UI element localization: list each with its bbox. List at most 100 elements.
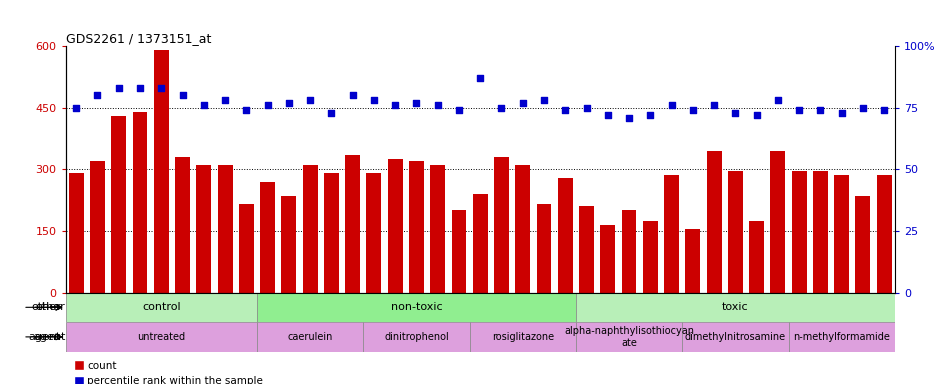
Point [812,107,827,113]
Point [132,85,147,91]
Point [557,107,572,113]
Bar [576,322,681,352]
Bar [621,210,636,293]
Bar [876,175,891,293]
Bar [576,293,894,322]
Point [388,102,402,108]
Point [600,112,615,118]
Text: other: other [31,302,61,312]
Point [154,85,168,91]
Bar [833,175,848,293]
Point [769,97,784,103]
Bar [217,165,232,293]
Point [430,102,445,108]
Bar [727,171,742,293]
Point [515,100,530,106]
Point [197,102,212,108]
Point [684,107,699,113]
Point [260,102,275,108]
Text: rosiglitazone: rosiglitazone [491,332,553,342]
Bar [68,174,83,293]
Bar [302,165,317,293]
Point [876,107,891,113]
Point [621,114,636,121]
Bar [578,206,593,293]
Bar [154,50,168,293]
Bar [600,225,615,293]
Legend: count, percentile rank within the sample: count, percentile rank within the sample [71,357,267,384]
Point [833,109,848,116]
Bar [256,293,576,322]
Bar [642,221,657,293]
Text: GDS2261 / 1373151_at: GDS2261 / 1373151_at [66,32,211,45]
Bar [344,155,359,293]
Bar [855,196,870,293]
Point [493,104,508,111]
Bar [769,151,784,293]
Bar [706,151,721,293]
Bar [388,159,402,293]
Bar [408,161,423,293]
Point [451,107,466,113]
Bar [812,171,827,293]
Point [642,112,657,118]
Point [727,109,742,116]
Bar [66,322,256,352]
Bar [256,322,363,352]
Bar [90,161,105,293]
Text: caerulein: caerulein [287,332,332,342]
Bar [536,204,551,293]
Bar [493,157,508,293]
Point [281,100,296,106]
Point [749,112,764,118]
Bar [788,322,894,352]
Text: dimethylnitrosamine: dimethylnitrosamine [684,332,785,342]
Point [472,75,487,81]
Point [217,97,232,103]
Point [302,97,317,103]
Point [664,102,679,108]
Bar [324,174,339,293]
Bar [111,116,126,293]
Bar [260,182,275,293]
Point [366,97,381,103]
Bar [664,175,679,293]
Point [791,107,806,113]
Point [578,104,593,111]
Bar [132,112,147,293]
Text: control: control [142,302,181,312]
Point [344,92,359,98]
Text: dinitrophenol: dinitrophenol [384,332,448,342]
Bar [281,196,296,293]
Text: other: other [36,302,66,312]
Point [111,85,126,91]
Bar [681,322,788,352]
Bar [515,165,530,293]
Point [706,102,721,108]
Text: toxic: toxic [722,302,748,312]
Text: agent: agent [28,332,61,342]
Bar [197,165,211,293]
Bar [684,229,699,293]
Point [68,104,83,111]
Bar [749,221,763,293]
Point [536,97,551,103]
Bar [366,174,381,293]
Bar [451,210,466,293]
Point [324,109,339,116]
Text: untreated: untreated [137,332,185,342]
Bar [473,194,487,293]
Bar [469,322,576,352]
Text: non-toxic: non-toxic [390,302,442,312]
Bar [175,157,190,293]
Bar [430,165,445,293]
Bar [557,177,572,293]
Point [408,100,423,106]
Bar [239,204,254,293]
Text: agent: agent [33,332,66,342]
Point [855,104,870,111]
Bar [791,171,806,293]
Point [175,92,190,98]
Text: n-methylformamide: n-methylformamide [793,332,889,342]
Point [90,92,105,98]
